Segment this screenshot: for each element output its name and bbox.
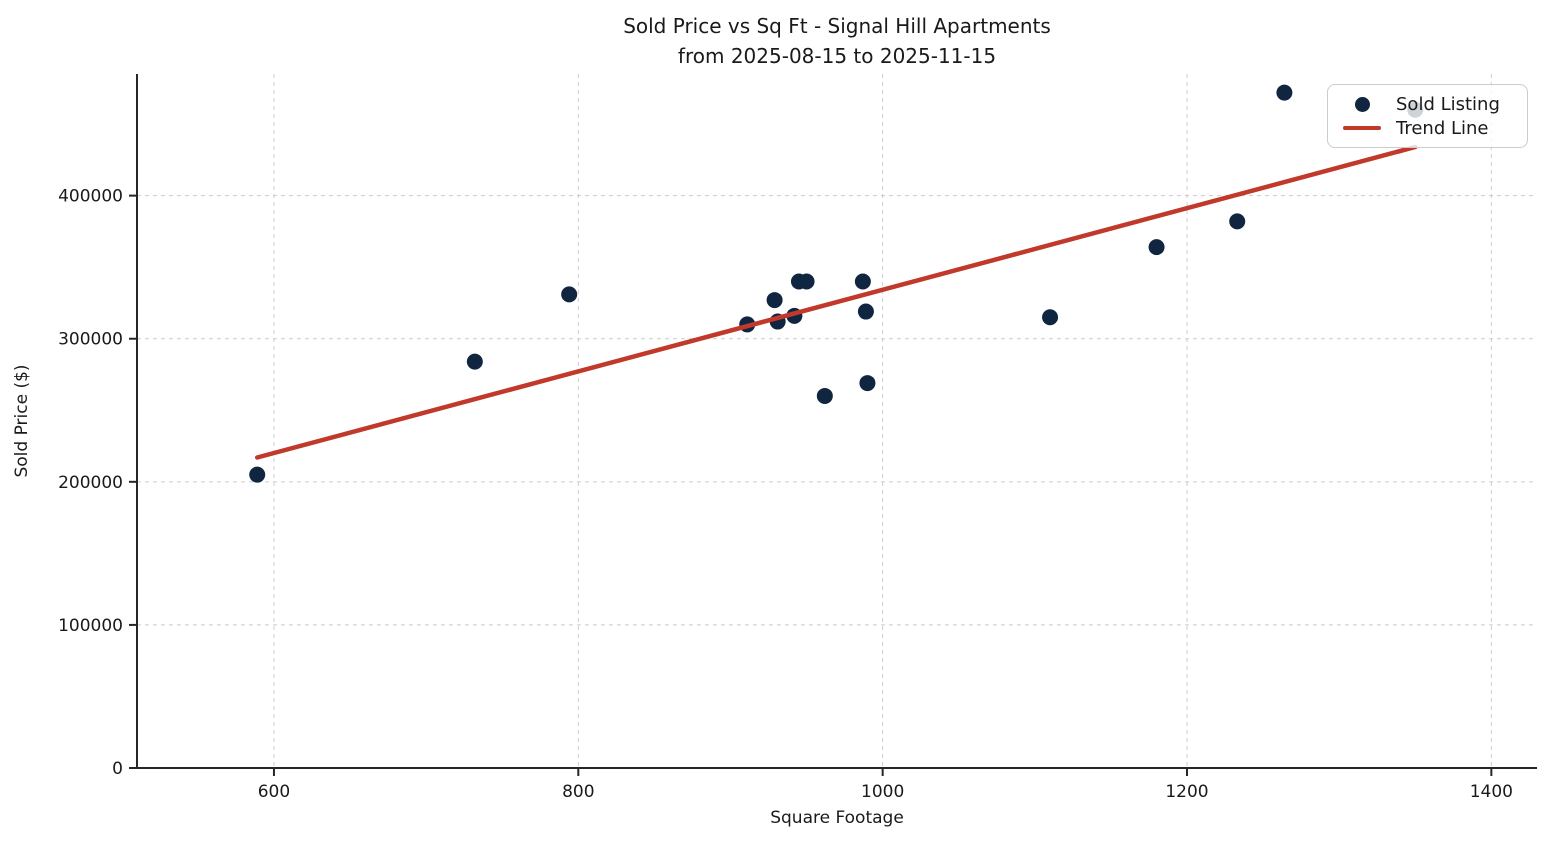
y-tick-label: 200000 bbox=[58, 473, 123, 493]
sold-listing-dot-icon bbox=[1354, 96, 1370, 112]
data-point bbox=[766, 292, 783, 309]
legend-item-sold-listing: Sold Listing bbox=[1340, 92, 1515, 116]
data-point bbox=[857, 303, 874, 320]
x-tick-label: 1200 bbox=[1165, 782, 1208, 802]
chart-title-line1: Sold Price vs Sq Ft - Signal Hill Apartm… bbox=[623, 14, 1051, 38]
data-point bbox=[1042, 309, 1059, 326]
data-point bbox=[816, 387, 833, 404]
legend-item-trend-line: Trend Line bbox=[1340, 116, 1515, 140]
legend-marker-cell bbox=[1340, 96, 1384, 112]
data-point bbox=[859, 375, 876, 392]
x-axis-label: Square Footage bbox=[770, 808, 904, 828]
y-tick-label: 300000 bbox=[58, 330, 123, 350]
data-point bbox=[561, 286, 578, 303]
legend-label: Trend Line bbox=[1396, 117, 1489, 139]
chart-title: Sold Price vs Sq Ft - Signal Hill Apartm… bbox=[137, 11, 1537, 71]
data-point bbox=[1229, 213, 1246, 230]
y-tick-label: 100000 bbox=[58, 616, 123, 636]
y-tick-label: 0 bbox=[112, 759, 123, 779]
x-tick-label: 800 bbox=[562, 782, 594, 802]
data-point bbox=[1148, 239, 1165, 256]
y-tick-label: 400000 bbox=[58, 187, 123, 207]
data-point bbox=[1276, 84, 1293, 101]
trend-line-icon bbox=[1343, 126, 1381, 130]
data-point bbox=[466, 353, 483, 370]
chart-title-line2: from 2025-08-15 to 2025-11-15 bbox=[677, 44, 997, 68]
trend-line bbox=[254, 144, 1418, 460]
data-point bbox=[798, 273, 815, 290]
x-tick-label: 600 bbox=[258, 782, 290, 802]
legend: Sold Listing Trend Line bbox=[1327, 84, 1528, 148]
data-point bbox=[854, 273, 871, 290]
x-tick-label: 1000 bbox=[861, 782, 904, 802]
legend-label: Sold Listing bbox=[1396, 93, 1500, 115]
data-point bbox=[249, 466, 266, 483]
legend-marker-cell bbox=[1340, 126, 1384, 130]
y-axis-label: Sold Price ($) bbox=[12, 364, 32, 478]
x-tick-label: 1400 bbox=[1470, 782, 1513, 802]
